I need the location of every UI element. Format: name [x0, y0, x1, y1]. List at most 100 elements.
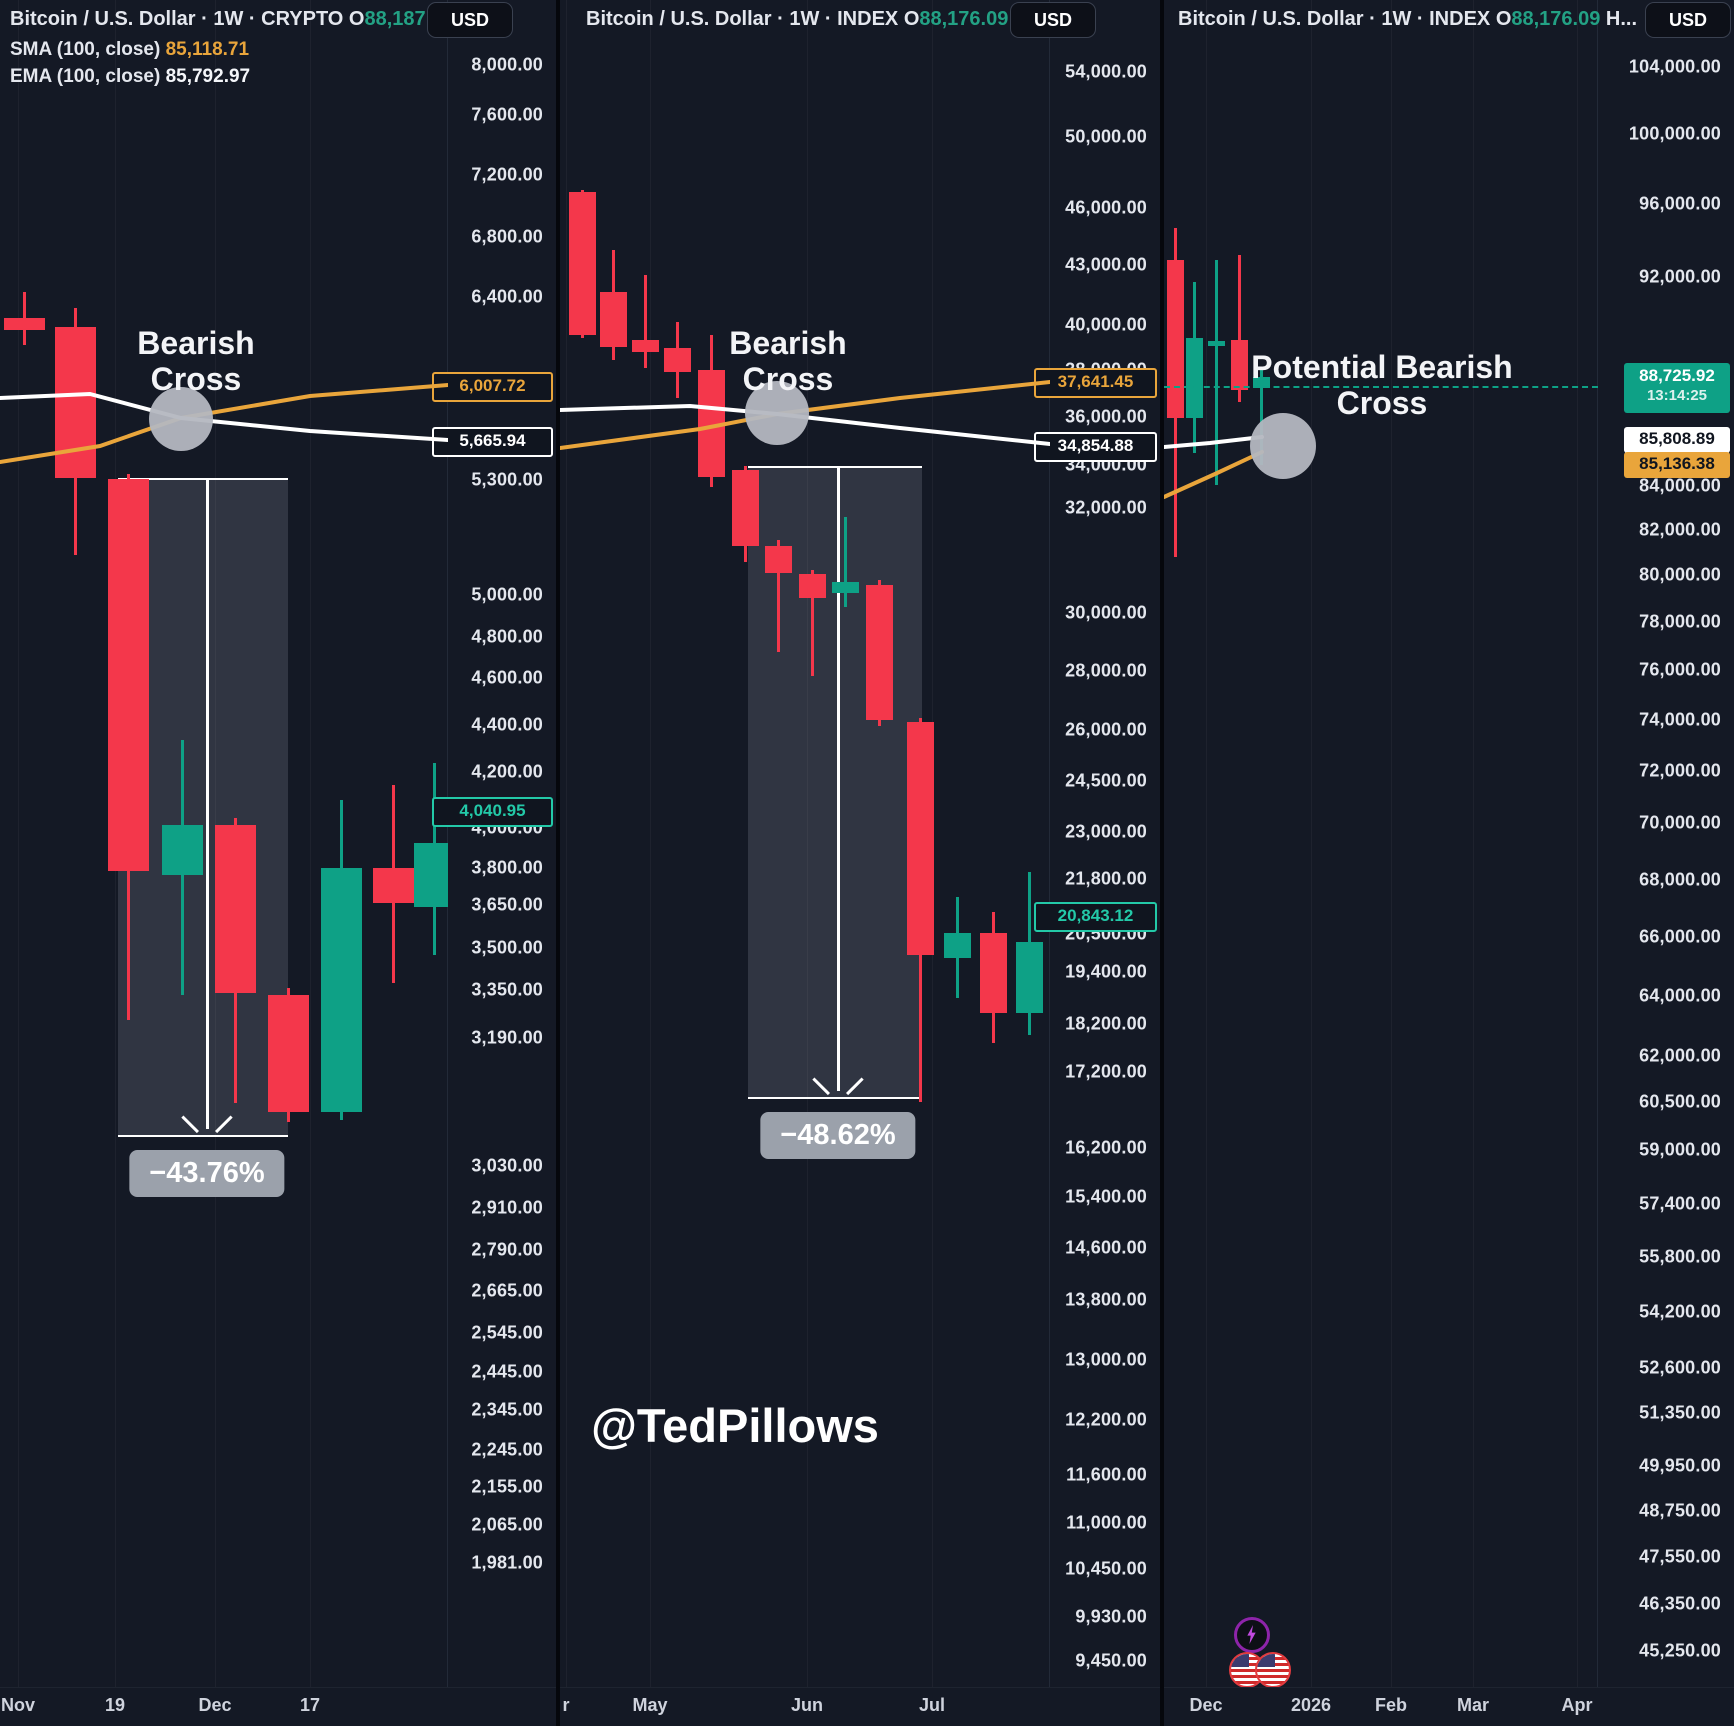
price-tick: 43,000.00 — [1065, 254, 1147, 275]
candle-body — [731, 470, 759, 546]
price-tick: 3,500.00 — [471, 937, 543, 958]
price-tick: 60,500.00 — [1639, 1091, 1721, 1112]
open-label: O — [1495, 8, 1512, 30]
price-tick: 55,800.00 — [1639, 1246, 1721, 1267]
candle-body — [372, 868, 414, 903]
price-box: 34,854.88 — [1034, 432, 1157, 462]
price-tick: 3,030.00 — [471, 1155, 543, 1176]
price-tick: 26,000.00 — [1065, 719, 1147, 740]
gridline — [310, 0, 311, 1688]
price-tick: 4,400.00 — [471, 714, 543, 735]
chart-panel-right[interactable]: Potential Bearish Cross 104,000.00 100,000… — [1164, 0, 1734, 1688]
price-tick: 6,400.00 — [471, 286, 543, 307]
lightning-bolt-icon — [1247, 1625, 1256, 1644]
measure-arrow-line — [837, 466, 840, 1091]
price-axis[interactable]: 104,000.00 100,000.00 96,000.00 92,000.00 84… — [1597, 0, 1734, 1688]
ema-label: EMA (100, close) — [10, 66, 161, 87]
price-tick: 18,200.00 — [1065, 1013, 1147, 1034]
open-value: 88,176.09 — [1511, 8, 1601, 30]
price-axis[interactable]: 8,000.00 7,600.00 7,200.00 6,800.00 6,400.00… — [432, 0, 556, 1688]
gridline — [807, 0, 808, 1688]
candle-body — [1207, 341, 1225, 346]
annotation-text: Potential Bearish Cross — [1251, 349, 1513, 421]
gridline — [1311, 0, 1312, 1688]
gridline — [1391, 0, 1392, 1688]
price-box: 88,725.92 13:14:25 — [1624, 363, 1730, 413]
candle-body — [3, 318, 45, 330]
price-tick: 104,000.00 — [1628, 56, 1721, 77]
gridline — [18, 0, 19, 1688]
gridline — [650, 0, 651, 1688]
price-tick: 57,400.00 — [1639, 1193, 1721, 1214]
chart-panel-left[interactable]: −43.76% Bearish Cross 8,000.00 7,600.00 7,20… — [0, 0, 556, 1688]
price-tick: 3,190.00 — [471, 1027, 543, 1048]
candle-wick — [810, 570, 814, 676]
candle-body — [697, 370, 725, 477]
price-tick: 30,000.00 — [1065, 602, 1147, 623]
chart-area[interactable]: −43.76% Bearish Cross — [0, 0, 448, 1688]
candle-body — [267, 995, 309, 1112]
price-tick: 3,650.00 — [471, 894, 543, 915]
time-label: 2026 — [1290, 1695, 1332, 1715]
price-tick: 36,000.00 — [1065, 406, 1147, 427]
price-tick: 45,250.00 — [1639, 1640, 1721, 1661]
ema-legend-row: EMA (100, close) 85,792.97 — [10, 63, 250, 90]
chart-area[interactable]: −48.62% Bearish Cross — [560, 0, 1050, 1688]
price-tick: 2,910.00 — [471, 1197, 543, 1218]
price-tick: 46,350.00 — [1639, 1593, 1721, 1614]
candle-wick — [843, 517, 847, 607]
candle-wick — [1237, 255, 1241, 402]
watermark: @TedPillows — [591, 1399, 879, 1452]
lightning-badge-icon[interactable] — [1234, 1617, 1270, 1653]
time-label: 17 — [299, 1695, 321, 1715]
bar-countdown: 13:14:25 — [1646, 386, 1708, 404]
candle-wick — [776, 540, 780, 652]
price-box: 20,843.12 — [1034, 902, 1157, 932]
candle-body — [1230, 340, 1248, 390]
annotation-text: Bearish Cross — [729, 325, 847, 397]
symbol-title: Bitcoin / U.S. Dollar · 1W · CRYPTO — [10, 8, 344, 30]
price-tick: 4,600.00 — [471, 667, 543, 688]
measure-percent-label: −43.76% — [129, 1150, 285, 1197]
price-box: 6,007.72 — [432, 372, 553, 402]
price-tick: 1,981.00 — [471, 1552, 543, 1573]
price-box: 5,665.94 — [432, 427, 553, 457]
candle-body — [568, 192, 596, 335]
price-tick: 92,000.00 — [1639, 266, 1721, 287]
open-value: 88,176.09 — [919, 8, 1009, 30]
time-label: Nov — [0, 1695, 36, 1715]
price-tick: 64,000.00 — [1639, 985, 1721, 1006]
candle-body — [943, 933, 971, 958]
current-price-line — [1164, 386, 1598, 388]
time-label: Mar — [1456, 1695, 1490, 1715]
candle-body — [413, 843, 448, 907]
open-label: O — [903, 8, 920, 30]
price-tick: 7,600.00 — [471, 104, 543, 125]
price-tick: 2,245.00 — [471, 1439, 543, 1460]
time-label: Jul — [918, 1695, 946, 1715]
time-axis[interactable]: Nov 19 Dec 17 r May Jun Jul Dec 2026 Feb Mar Apr — [0, 1687, 1734, 1726]
panel-divider — [556, 0, 560, 1726]
currency-button[interactable]: USD — [427, 2, 513, 38]
price-tick: 17,200.00 — [1065, 1061, 1147, 1082]
price-tick: 9,930.00 — [1075, 1606, 1147, 1627]
indicator-legend: SMA (100, close) 85,118.71 EMA (100, clo… — [10, 36, 250, 90]
price-tick: 14,600.00 — [1065, 1237, 1147, 1258]
price-tick: 78,000.00 — [1639, 611, 1721, 632]
gridline — [1206, 0, 1207, 1688]
currency-button[interactable]: USD — [1645, 2, 1731, 38]
price-tick: 40,000.00 — [1065, 314, 1147, 335]
chart-area[interactable]: Potential Bearish Cross — [1164, 0, 1598, 1688]
price-tick: 2,155.00 — [471, 1476, 543, 1497]
price-tick: 52,600.00 — [1639, 1357, 1721, 1378]
currency-button[interactable]: USD — [1010, 2, 1096, 38]
price-axis[interactable]: 54,000.00 50,000.00 46,000.00 43,000.00 40,0… — [1034, 0, 1160, 1688]
chart-panel-middle[interactable]: −48.62% Bearish Cross 54,000.00 50,000.00 46… — [560, 0, 1160, 1688]
price-tick: 82,000.00 — [1639, 519, 1721, 540]
time-label: r — [562, 1695, 570, 1715]
annotation-text: Bearish Cross — [137, 325, 255, 397]
us-flag-icon[interactable] — [1255, 1652, 1291, 1688]
price-tick: 5,000.00 — [471, 584, 543, 605]
cross-highlight-circle — [1250, 413, 1316, 479]
sma-value: 85,118.71 — [165, 39, 250, 60]
